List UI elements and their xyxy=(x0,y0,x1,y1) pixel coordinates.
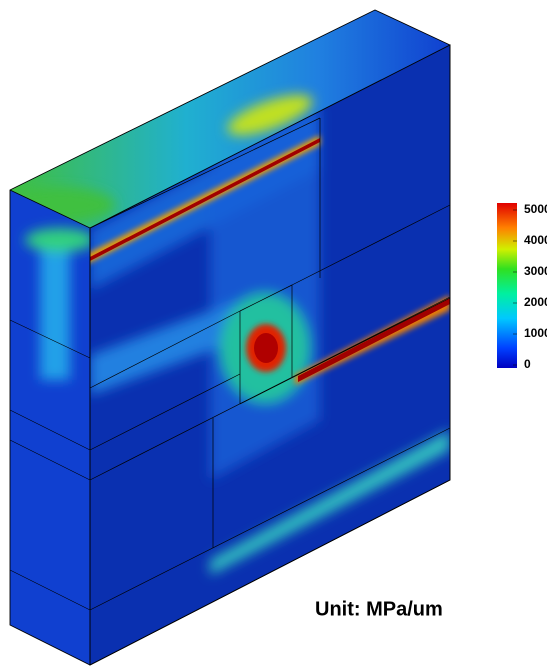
colorbar-tick-label: 1000 xyxy=(524,326,547,340)
stress-plot: 0 1000 2000 3000 4000 5000 Unit: MPa/um xyxy=(0,0,547,669)
colorbar-ticks: 0 1000 2000 3000 4000 5000 xyxy=(513,202,547,371)
colorbar-tick-label: 4000 xyxy=(524,233,547,247)
colorbar-tick-label: 5000 xyxy=(524,202,547,216)
colorbar-tick-label: 0 xyxy=(524,357,531,371)
page: 010002000300040005000 Unit: MPa/um (() =… xyxy=(0,0,547,669)
colorbar xyxy=(497,203,517,368)
left-face xyxy=(10,190,95,665)
colorbar-tick-label: 2000 xyxy=(524,295,547,309)
unit-label: Unit: MPa/um xyxy=(315,598,443,620)
colorbar-tick-label: 3000 xyxy=(524,264,547,278)
